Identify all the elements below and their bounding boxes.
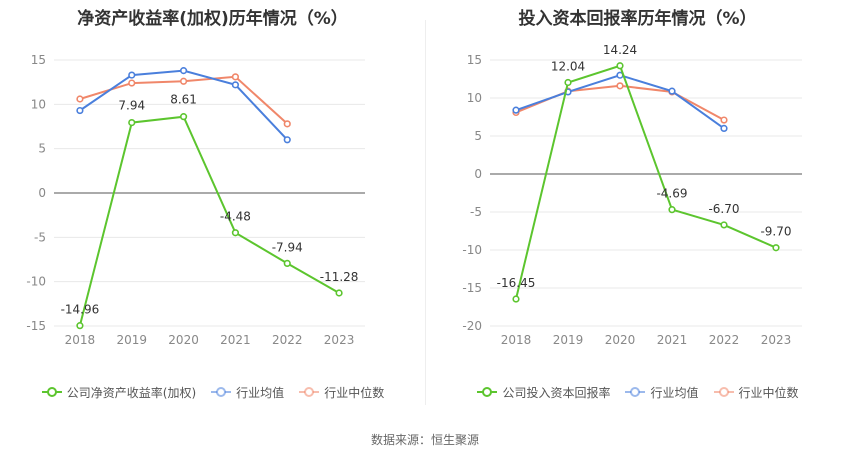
legend-label: 行业均值 bbox=[236, 385, 285, 400]
data-point bbox=[512, 295, 520, 303]
data-point bbox=[616, 62, 624, 70]
roic-chart-title: 投入资本回报率历年情况（%） bbox=[518, 9, 757, 29]
y-tick-label: 5 bbox=[474, 129, 482, 143]
data-point bbox=[76, 95, 84, 103]
data-label: 8.61 bbox=[170, 93, 197, 107]
legend-label: 公司投入资本回报率 bbox=[502, 385, 611, 400]
data-point bbox=[668, 87, 676, 95]
data-label: -14.96 bbox=[61, 303, 100, 317]
x-tick-label: 2022 bbox=[709, 333, 740, 347]
x-tick-label: 2023 bbox=[324, 333, 355, 347]
data-point bbox=[283, 136, 291, 144]
legend-item[interactable]: 行业均值 bbox=[210, 384, 284, 401]
roic-chart-panel: 投入资本回报率历年情况（%） 15 10 5 0 -5 -10 -15 -20 2018 2019… bbox=[425, 0, 850, 459]
data-label: 7.94 bbox=[118, 99, 145, 113]
legend-item[interactable]: 公司净资产收益率(加权) bbox=[41, 384, 196, 401]
roe-chart-panel: 净资产收益率(加权)历年情况（%） 15 10 5 0 -5 -10 -15 2018 2019… bbox=[0, 9, 425, 402]
y-tick-label: 15 bbox=[31, 53, 46, 67]
legend-marker-icon bbox=[211, 387, 232, 397]
data-point bbox=[616, 82, 624, 90]
x-tick-label: 2018 bbox=[65, 333, 96, 347]
x-tick-label: 2021 bbox=[657, 333, 688, 347]
legend-marker-icon bbox=[299, 387, 320, 397]
legend-item[interactable]: 公司投入资本回报率 bbox=[476, 384, 610, 401]
data-source-note: 数据来源：恒生聚源 bbox=[370, 433, 479, 447]
x-tick-label: 2018 bbox=[501, 333, 532, 347]
data-point bbox=[179, 67, 188, 75]
data-label: -7.94 bbox=[272, 240, 303, 254]
x-tick-label: 2019 bbox=[116, 333, 147, 347]
data-point bbox=[231, 73, 240, 81]
legend-marker-icon bbox=[477, 387, 498, 397]
series-line-0 bbox=[515, 64, 777, 300]
roe-chart-legend: 公司净资产收益率(加权) 行业均值 行业中位数 bbox=[0, 382, 425, 402]
data-point bbox=[335, 289, 343, 297]
data-point bbox=[179, 113, 188, 121]
y-tick-label: 0 bbox=[474, 167, 482, 181]
legend-label: 行业中位数 bbox=[738, 385, 799, 400]
data-point bbox=[720, 221, 728, 229]
y-tick-label: 10 bbox=[467, 91, 482, 105]
series-line-2 bbox=[515, 84, 725, 121]
x-tick-label: 2020 bbox=[168, 333, 199, 347]
data-label: -9.70 bbox=[760, 225, 791, 239]
data-label: -11.28 bbox=[320, 270, 359, 284]
data-point bbox=[231, 81, 240, 89]
legend-label: 行业中位数 bbox=[324, 385, 385, 400]
data-label: 12.04 bbox=[551, 59, 585, 73]
data-point bbox=[564, 78, 572, 87]
data-point bbox=[772, 244, 780, 252]
y-tick-label: 0 bbox=[38, 186, 46, 200]
legend-label: 公司净资产收益率(加权) bbox=[66, 385, 197, 400]
y-tick-label: -5 bbox=[470, 205, 482, 219]
legend-label: 行业均值 bbox=[650, 385, 699, 400]
data-point bbox=[720, 124, 728, 132]
y-tick-label: -5 bbox=[34, 230, 46, 244]
series-line-0 bbox=[78, 115, 340, 326]
y-tick-label: -20 bbox=[462, 319, 482, 333]
data-point bbox=[668, 206, 676, 214]
roe-chart-plot: 15 10 5 0 -5 -10 -15 2018 2019 2020 2021 2022 2023 -1… bbox=[26, 53, 365, 347]
x-tick-label: 2020 bbox=[605, 333, 636, 347]
data-point bbox=[720, 116, 728, 124]
data-label: -6.70 bbox=[708, 202, 739, 216]
legend-marker-icon bbox=[625, 387, 646, 397]
y-tick-label: 10 bbox=[31, 97, 46, 111]
y-tick-label: 15 bbox=[467, 53, 482, 67]
legend-item[interactable]: 行业均值 bbox=[624, 384, 699, 401]
data-label: -4.69 bbox=[656, 187, 687, 201]
roic-chart-plot: 15 10 5 0 -5 -10 -15 -20 2018 2019 2020 2021 2022 202… bbox=[462, 43, 802, 347]
data-point bbox=[76, 322, 84, 330]
data-label: -4.48 bbox=[220, 210, 251, 224]
x-tick-label: 2022 bbox=[272, 333, 303, 347]
x-tick-label: 2019 bbox=[553, 333, 584, 347]
y-tick-label: -15 bbox=[462, 281, 482, 295]
y-tick-label: -10 bbox=[26, 275, 46, 289]
legend-marker-icon bbox=[41, 387, 62, 397]
x-tick-label: 2023 bbox=[761, 333, 792, 347]
data-point bbox=[128, 118, 136, 127]
data-point bbox=[512, 106, 520, 114]
data-label: 14.24 bbox=[603, 43, 637, 57]
data-point bbox=[76, 106, 84, 115]
roe-chart-title: 净资产收益率(加权)历年情况（%） bbox=[77, 9, 348, 29]
panel-divider bbox=[425, 20, 426, 405]
y-tick-label: -10 bbox=[462, 243, 482, 257]
y-tick-label: 5 bbox=[38, 142, 46, 156]
data-point bbox=[128, 79, 136, 87]
roic-chart-legend: 公司投入资本回报率 行业均值 行业中位数 bbox=[425, 382, 850, 402]
data-point bbox=[179, 77, 188, 85]
x-tick-label: 2021 bbox=[220, 333, 251, 347]
data-point bbox=[283, 259, 291, 268]
legend-item[interactable]: 行业中位数 bbox=[298, 384, 384, 401]
data-point bbox=[231, 229, 240, 237]
legend-marker-icon bbox=[713, 387, 734, 397]
y-tick-label: -15 bbox=[26, 319, 46, 333]
data-point bbox=[128, 71, 136, 79]
data-label: -16.45 bbox=[497, 276, 536, 290]
legend-item[interactable]: 行业中位数 bbox=[713, 384, 799, 401]
data-point bbox=[283, 120, 291, 128]
